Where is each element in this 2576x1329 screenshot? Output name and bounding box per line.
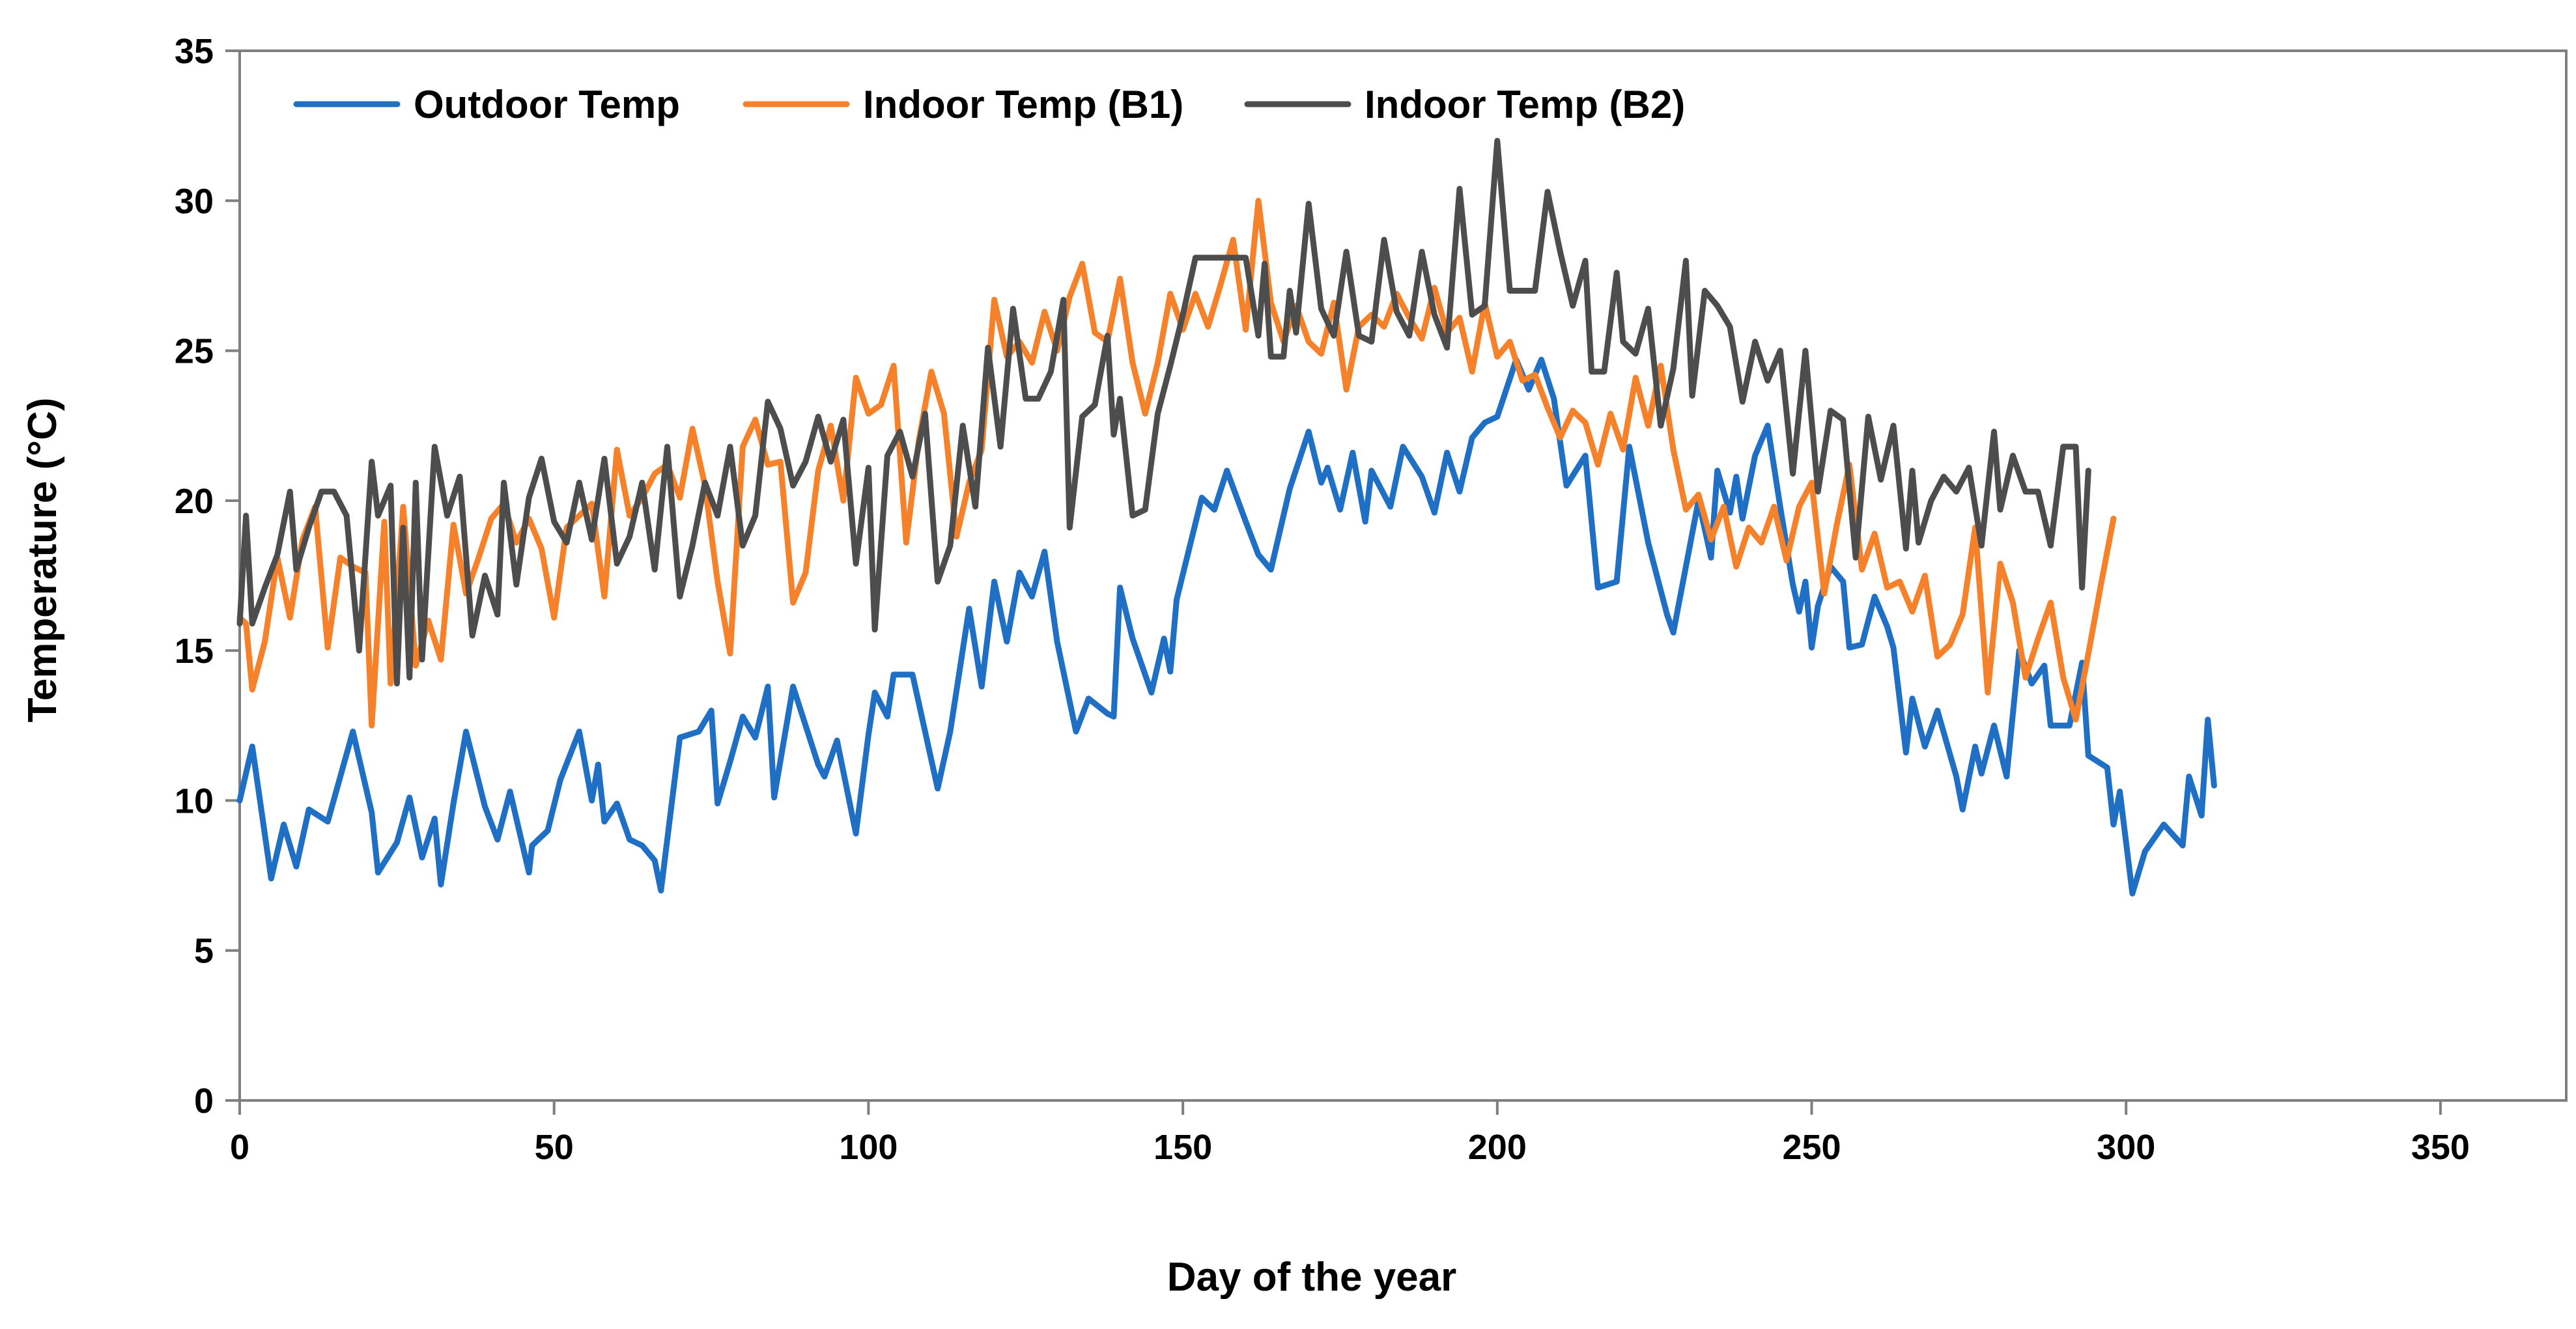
x-tick-label: 100 xyxy=(839,1128,898,1167)
x-tick-label: 150 xyxy=(1154,1128,1212,1167)
legend-label-indoor-temp-b2: Indoor Temp (B2) xyxy=(1365,83,1685,126)
y-tick-label: 10 xyxy=(175,781,214,820)
series-lines xyxy=(236,137,2217,897)
x-axis: 0 50 100 150 200 250 300 350 xyxy=(230,1100,2470,1167)
x-tick-label: 300 xyxy=(2097,1128,2155,1167)
y-axis-title: Temperature (°C) xyxy=(20,397,65,722)
series-line-outdoor-temp xyxy=(236,356,2217,897)
legend: Outdoor Temp Indoor Temp (B1) Indoor Temp … xyxy=(293,83,1685,126)
x-axis-title: Day of the year xyxy=(1167,1255,1457,1300)
legend-label-outdoor-temp: Outdoor Temp xyxy=(414,83,680,126)
y-tick-label: 20 xyxy=(175,482,214,521)
y-tick-label: 15 xyxy=(175,632,214,671)
series-line-indoor-temp-b1 xyxy=(236,197,2117,729)
plot-border xyxy=(238,49,2568,1102)
x-tick-label: 200 xyxy=(1468,1128,1527,1167)
y-tick-label: 0 xyxy=(194,1082,214,1121)
plot-area xyxy=(238,49,2568,1102)
series-line-indoor-temp-b2 xyxy=(236,137,2091,687)
legend-label-indoor-temp-b1: Indoor Temp (B1) xyxy=(863,83,1183,126)
x-tick-label: 250 xyxy=(1782,1128,1841,1167)
x-tick-label: 50 xyxy=(535,1128,574,1167)
y-tick-label: 5 xyxy=(194,932,214,971)
x-tick-label: 0 xyxy=(230,1128,249,1167)
x-tick-label: 350 xyxy=(2411,1128,2470,1167)
y-axis: 0 5 10 15 20 25 30 35 xyxy=(175,32,240,1121)
y-tick-label: 35 xyxy=(175,32,214,71)
y-tick-label: 25 xyxy=(175,332,214,371)
y-tick-label: 30 xyxy=(175,182,214,221)
